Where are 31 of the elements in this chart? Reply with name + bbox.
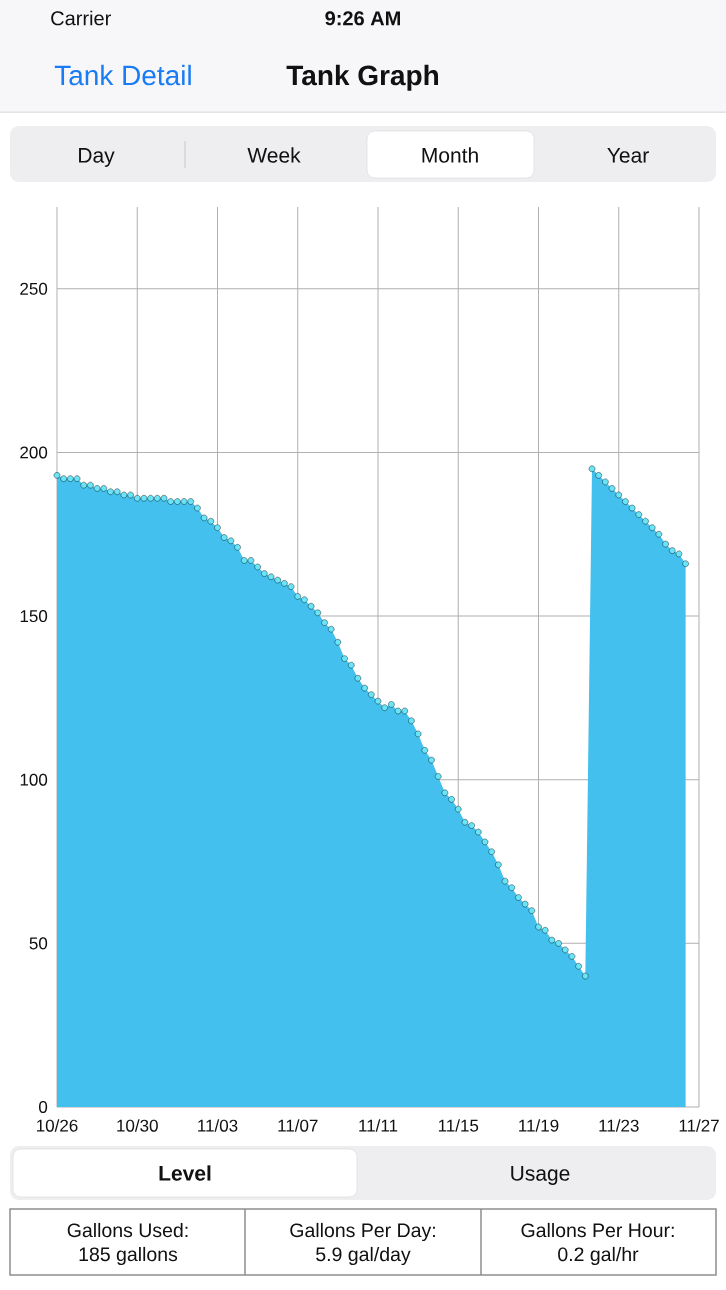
x-tick-label: 11/23 [599, 1119, 639, 1132]
x-tick-label: 10/26 [37, 1119, 78, 1132]
chart-title: Tank Graph [286, 64, 439, 91]
text: Usage [511, 1166, 570, 1185]
text: Level [159, 1165, 211, 1181]
text: Day [79, 148, 115, 167]
x-tick-label: 11/11 [359, 1119, 398, 1132]
y-tick-label: 0 [39, 1100, 48, 1114]
x-tick-label: 11/19 [519, 1119, 559, 1132]
text: Month [422, 147, 478, 163]
y-tick-label: 100 [20, 773, 48, 786]
x-tick-label: 11/15 [438, 1119, 479, 1132]
text: Week [247, 147, 301, 163]
text: 5.9 gal/day [316, 1246, 411, 1266]
x-tick-label: 11/03 [198, 1119, 238, 1132]
text: Gallons Per Hour: [521, 1222, 674, 1238]
text: Gallons Used: [67, 1222, 188, 1238]
y-tick-label: 150 [20, 610, 48, 623]
text: Year [607, 148, 649, 163]
y-tick-label: 50 [29, 937, 48, 950]
x-tick-label: 11/07 [278, 1119, 318, 1132]
y-tick-label: 200 [20, 446, 48, 459]
text: Tank Detail [54, 64, 191, 86]
text: 185 gallons [79, 1246, 178, 1266]
text: Gallons Per Day: [290, 1222, 435, 1242]
y-tick-label: 250 [20, 282, 48, 295]
x-tick-label: 10/30 [117, 1119, 158, 1132]
text: 0.2 gal/hr [558, 1246, 639, 1266]
text: Carrier [51, 10, 111, 26]
x-tick-label: 11/27 [679, 1119, 719, 1132]
text: 9:26 AM [325, 11, 400, 26]
